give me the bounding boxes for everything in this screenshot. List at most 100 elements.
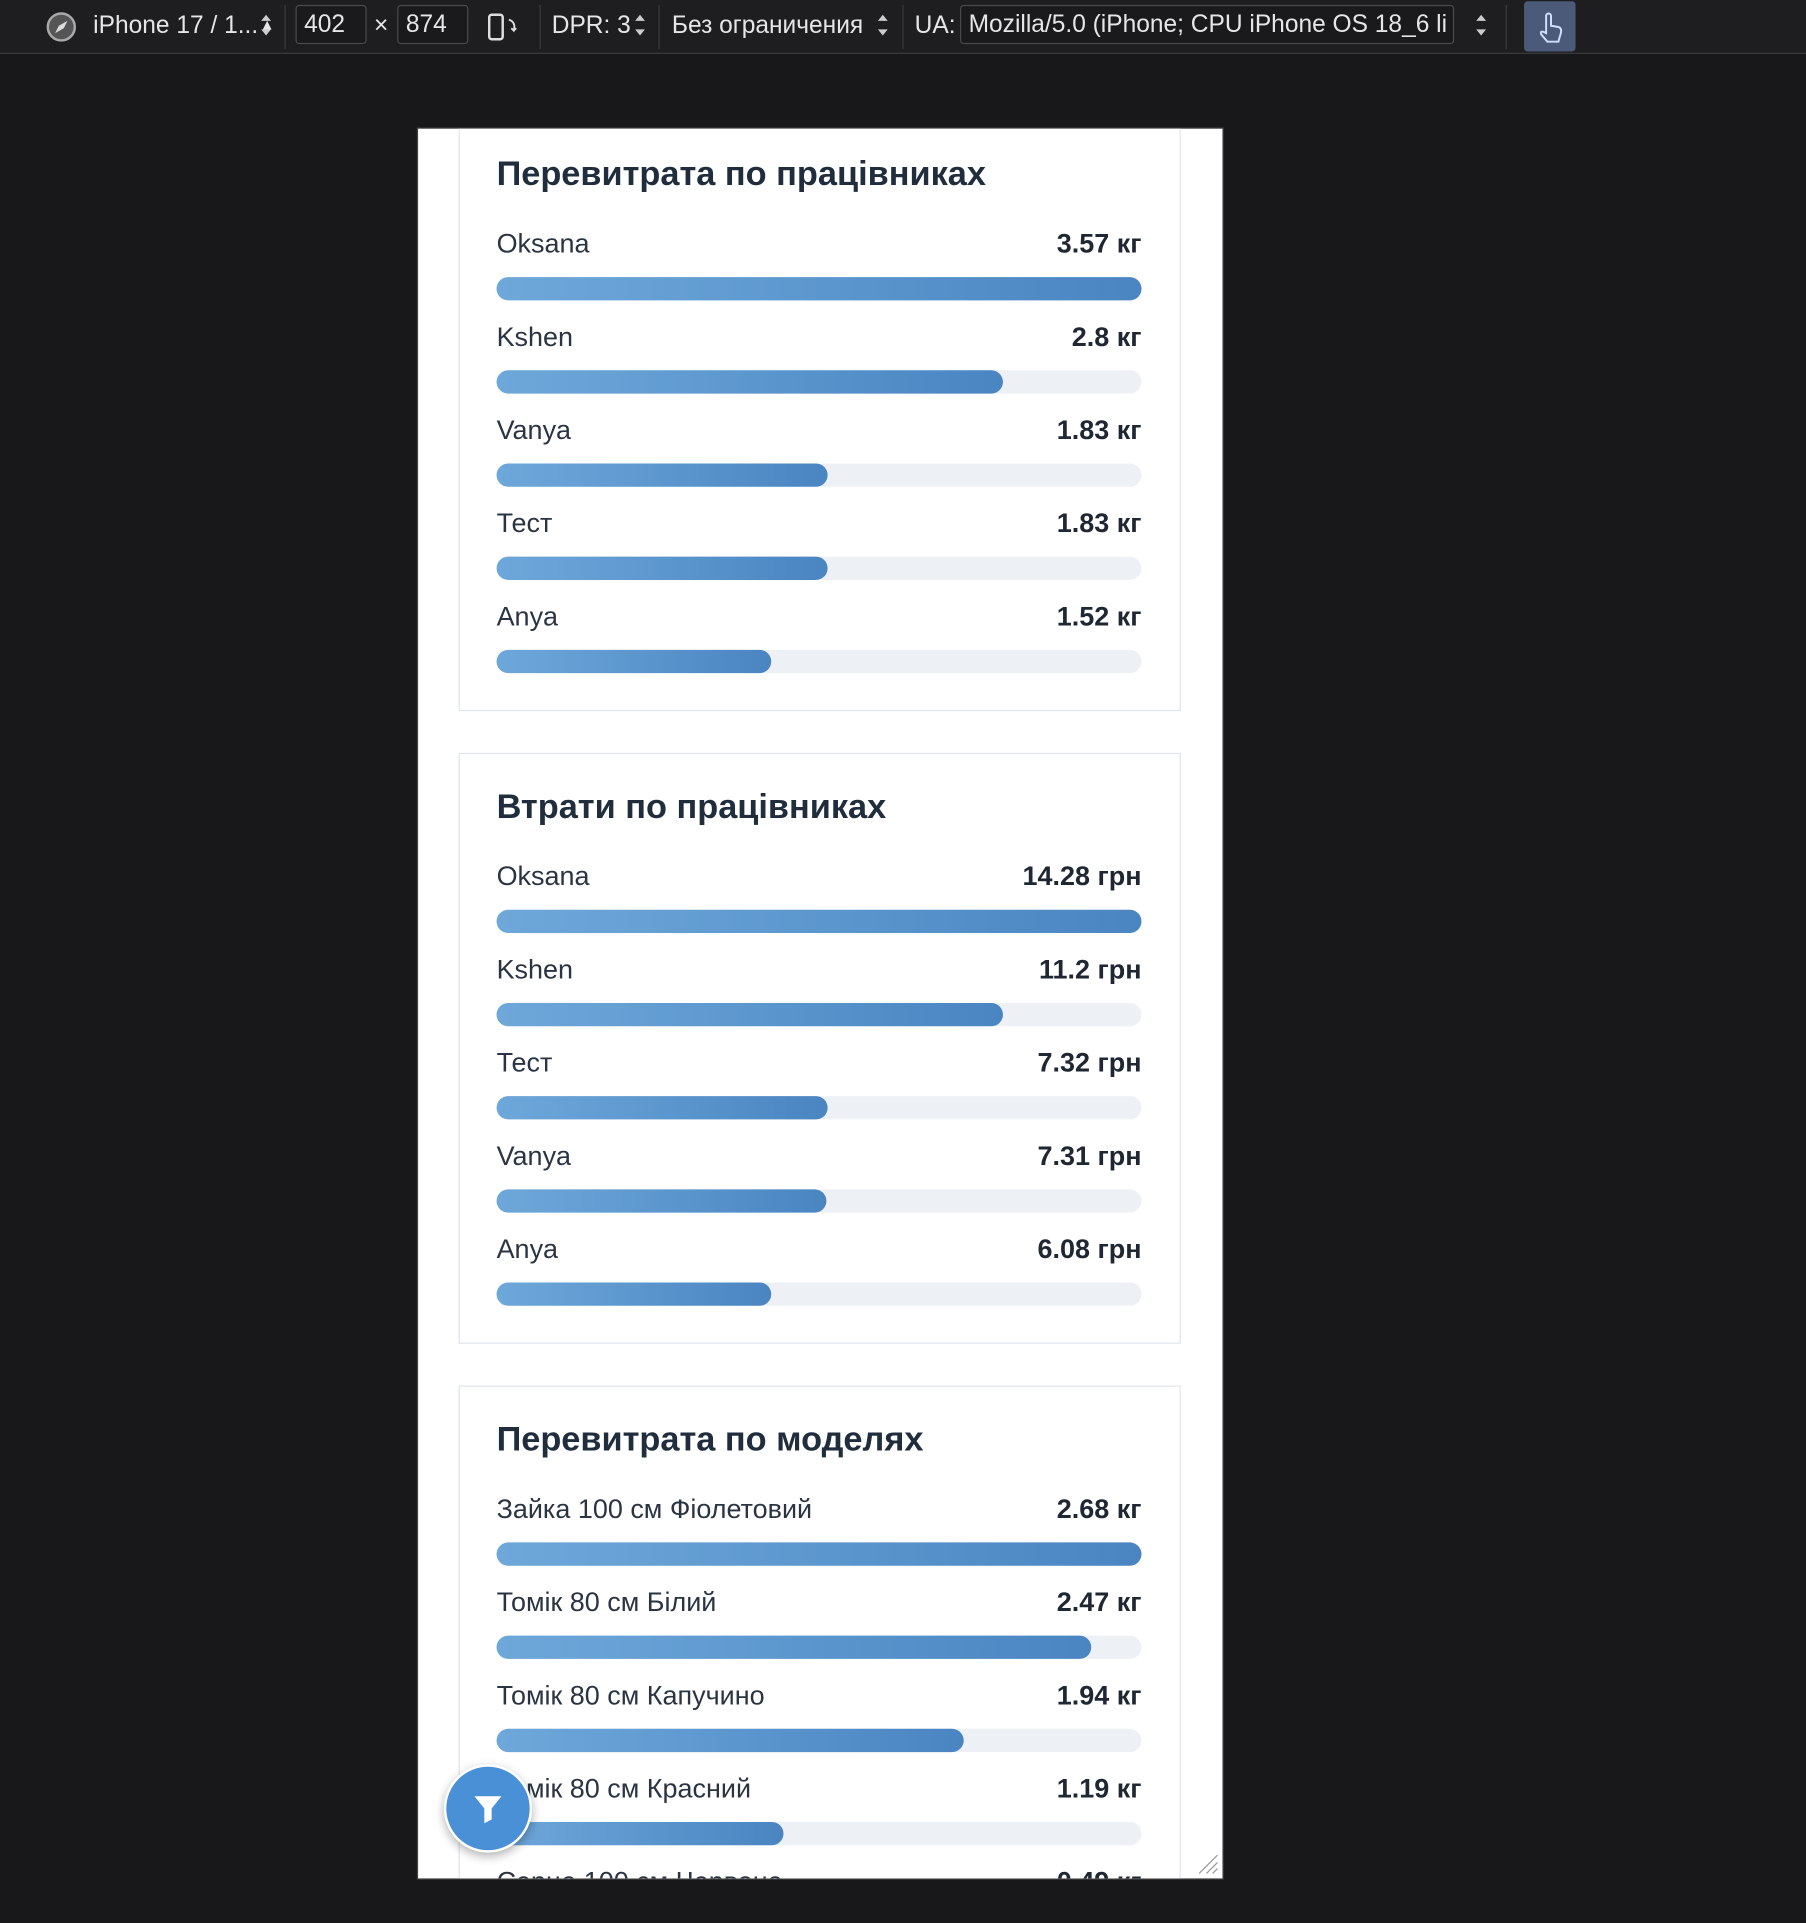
filter-button[interactable] (443, 1764, 533, 1853)
bar-track (496, 1189, 1142, 1213)
bar-track (496, 909, 1142, 934)
row: Серце 100 см Червоне 0.49 кг (497, 1867, 1142, 1879)
row-name: Серце 100 см Червоне (497, 1867, 783, 1879)
row: Тест 1.83 кг (496, 507, 1142, 580)
row-value: 7.32 грн (1037, 1047, 1142, 1078)
bar-track (496, 649, 1142, 674)
bar (496, 649, 772, 674)
row-name: Vanya (496, 414, 572, 446)
row: Томік 80 см Красний 1.19 кг (496, 1774, 1142, 1846)
row: Anya 6.08 грн (496, 1233, 1142, 1306)
device-viewport: Перевитрата по працівниках Oksana 3.57 кг K… (418, 128, 1223, 1879)
row-value: 11.2 грн (1038, 953, 1142, 985)
row-name: Anya (496, 1233, 559, 1265)
resize-handle (1198, 1854, 1218, 1874)
compass-icon (46, 12, 77, 42)
bar (496, 1635, 1091, 1659)
row-value: 2.68 кг (1056, 1493, 1142, 1525)
row-value: 1.19 кг (1056, 1772, 1142, 1804)
card-title: Перевитрата по працівниках (496, 154, 986, 193)
card-title: Втрати по працівниках (496, 787, 887, 826)
row-head: Oksana 3.57 кг (497, 229, 1142, 258)
row-value: 1.94 кг (1056, 1679, 1142, 1711)
row: Томік 80 см Капучино 1.94 кг (496, 1679, 1142, 1753)
row-name: Anya (496, 600, 559, 632)
bar-track (496, 1635, 1142, 1659)
row-name: Kshen (496, 953, 574, 985)
ua-input[interactable]: Mozilla/5.0 (iPhone; CPU iPhone OS 18_6 … (960, 4, 1455, 45)
row-head: Томік 80 см Красний 1.19 кг (497, 1774, 1142, 1803)
separator (1505, 4, 1507, 50)
bar (496, 277, 1142, 301)
separator (658, 4, 660, 50)
row: Томік 80 см Білий 2.47 кг (496, 1586, 1142, 1659)
bar-track (496, 1542, 1142, 1566)
toolbar: iPhone 17 / 1... ▲ 402 × 874 DPR: 3 Без … (0, 0, 1806, 54)
row-head: Vanya 7.31 грн (497, 1141, 1142, 1170)
row-value: 1.52 кг (1056, 600, 1142, 632)
row-value: 6.08 грн (1037, 1233, 1142, 1265)
bar (496, 1189, 827, 1213)
bar (496, 1542, 1142, 1566)
row-name: Томік 80 см Білий (496, 1586, 717, 1618)
dpr-select[interactable]: DPR: 3 (551, 12, 631, 40)
bar (496, 556, 828, 580)
row-value: 1.83 кг (1056, 414, 1142, 446)
bar-track (496, 277, 1142, 301)
cards: Перевитрата по працівниках Oksana 3.57 кг K… (458, 128, 1181, 1879)
width-input[interactable]: 402 (295, 4, 367, 45)
row-name: Oksana (496, 228, 590, 259)
card-title: Перевитрата по моделях (496, 1419, 924, 1458)
row-head: Серце 100 см Червоне 0.49 кг (497, 1867, 1142, 1879)
throttle-select[interactable]: Без ограничения (671, 12, 864, 40)
row: Kshen 2.8 кг (496, 322, 1142, 394)
card: Перевитрата по працівниках Oksana 3.57 кг K… (458, 128, 1181, 712)
row-name: Kshen (496, 321, 574, 352)
ua-label: UA: (914, 12, 956, 40)
row-name: Зайка 100 см Фіолетовий (496, 1493, 813, 1525)
row: Тест 7.32 грн (496, 1048, 1142, 1120)
row-head: Томік 80 см Білий 2.47 кг (496, 1586, 1142, 1618)
row-name: Томік 80 см Капучино (496, 1679, 765, 1711)
bar-track (496, 463, 1142, 487)
bar (496, 1821, 783, 1846)
filter-icon (474, 1796, 502, 1824)
row-name: Тест (496, 1047, 553, 1078)
rotate-icon[interactable] (486, 12, 523, 41)
height-input[interactable]: 874 (397, 4, 469, 45)
bar (496, 909, 1142, 934)
touch-button[interactable] (1524, 1, 1576, 52)
row-value: 2.47 кг (1056, 1586, 1142, 1618)
bar (496, 1002, 1003, 1027)
bar-track (496, 556, 1142, 580)
card: Втрати по працівниках Oksana 14.28 грн Kshe… (458, 752, 1181, 1344)
row-value: 2.8 кг (1071, 321, 1142, 352)
row-head: Vanya 1.83 кг (496, 414, 1142, 446)
row-value: 1.83 кг (1056, 507, 1142, 539)
device-select[interactable]: iPhone 17 / 1... (93, 12, 259, 40)
separator (902, 4, 904, 50)
row-value: 14.28 грн (1022, 860, 1142, 892)
separator (539, 4, 541, 50)
row-head: Тест 7.32 грн (497, 1048, 1142, 1077)
row-head: Kshen 11.2 грн (497, 955, 1142, 984)
row-name: Vanya (496, 1140, 572, 1171)
bar (496, 1282, 772, 1306)
row-name: Oksana (496, 860, 590, 892)
row: Oksana 14.28 грн (496, 860, 1142, 934)
row: Зайка 100 см Фіолетовий 2.68 кг (496, 1493, 1142, 1566)
row: Vanya 7.31 грн (496, 1141, 1142, 1213)
row-head: Kshen 2.8 кг (497, 322, 1142, 351)
row: Vanya 1.83 кг (496, 414, 1142, 487)
bar-track (496, 1096, 1142, 1120)
bar (496, 463, 828, 487)
row-head: Зайка 100 см Фіолетовий 2.68 кг (496, 1493, 1142, 1525)
row: Kshen 11.2 грн (496, 955, 1142, 1027)
row-name: Томік 80 см Красний (496, 1772, 752, 1804)
row-value: 3.57 кг (1056, 228, 1142, 259)
touch-icon (1539, 12, 1563, 43)
bar (496, 1728, 964, 1753)
bar-track (496, 1002, 1142, 1027)
row-head: Oksana 14.28 грн (496, 860, 1142, 892)
